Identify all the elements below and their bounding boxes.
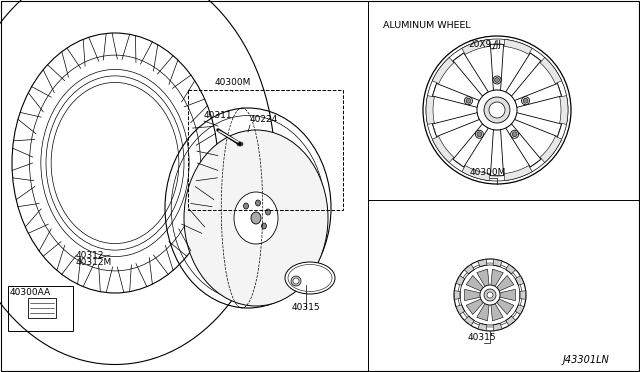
Text: 40315: 40315	[468, 333, 497, 342]
Polygon shape	[456, 305, 465, 314]
Polygon shape	[506, 316, 516, 326]
Ellipse shape	[237, 142, 243, 146]
Polygon shape	[491, 269, 503, 286]
Polygon shape	[462, 166, 490, 180]
Circle shape	[487, 292, 493, 298]
Polygon shape	[465, 264, 474, 274]
Polygon shape	[506, 124, 541, 167]
Circle shape	[454, 259, 526, 331]
Circle shape	[476, 130, 483, 138]
Polygon shape	[477, 304, 489, 321]
Ellipse shape	[243, 203, 248, 209]
Circle shape	[466, 98, 471, 103]
Ellipse shape	[184, 130, 328, 306]
Polygon shape	[540, 58, 562, 84]
Polygon shape	[497, 299, 514, 314]
Ellipse shape	[255, 200, 260, 206]
Polygon shape	[466, 276, 483, 291]
Polygon shape	[433, 83, 479, 108]
Circle shape	[484, 289, 496, 301]
Text: 40311: 40311	[204, 111, 232, 120]
Circle shape	[423, 36, 571, 184]
Circle shape	[512, 132, 517, 137]
Text: 40312M: 40312M	[76, 258, 112, 267]
Circle shape	[480, 285, 500, 305]
Polygon shape	[515, 83, 561, 108]
Ellipse shape	[285, 262, 335, 294]
Polygon shape	[426, 96, 435, 124]
Circle shape	[495, 77, 499, 83]
Text: ALUMINUM WHEEL: ALUMINUM WHEEL	[383, 21, 470, 30]
Polygon shape	[477, 269, 489, 286]
Circle shape	[522, 97, 529, 105]
Polygon shape	[504, 166, 532, 180]
Text: 40224: 40224	[250, 115, 278, 124]
Polygon shape	[520, 291, 525, 299]
Polygon shape	[504, 39, 532, 54]
Polygon shape	[497, 276, 514, 291]
Text: 20X9_JJ: 20X9_JJ	[468, 40, 501, 49]
Polygon shape	[491, 304, 503, 321]
Circle shape	[465, 97, 472, 105]
Polygon shape	[465, 316, 474, 326]
Polygon shape	[515, 305, 524, 314]
Ellipse shape	[262, 223, 266, 229]
Text: 40300M: 40300M	[215, 78, 252, 87]
Polygon shape	[478, 259, 487, 267]
Ellipse shape	[251, 212, 261, 224]
Polygon shape	[490, 44, 504, 90]
Ellipse shape	[234, 192, 278, 244]
Polygon shape	[432, 137, 454, 163]
Polygon shape	[453, 124, 488, 167]
Ellipse shape	[266, 209, 271, 215]
Polygon shape	[500, 289, 515, 301]
Polygon shape	[433, 113, 479, 137]
Polygon shape	[540, 137, 562, 163]
Polygon shape	[515, 276, 524, 285]
Text: 40312: 40312	[76, 251, 104, 260]
Circle shape	[493, 76, 501, 84]
Polygon shape	[493, 259, 502, 267]
Bar	[188, 90, 343, 210]
Polygon shape	[453, 53, 488, 96]
Circle shape	[511, 130, 518, 138]
Polygon shape	[478, 323, 487, 331]
Circle shape	[477, 132, 482, 137]
Circle shape	[293, 278, 299, 284]
Bar	[28, 298, 56, 318]
Polygon shape	[506, 264, 516, 274]
Circle shape	[484, 97, 510, 123]
Text: J43301LN: J43301LN	[563, 355, 610, 365]
Bar	[8, 286, 73, 331]
Circle shape	[477, 90, 517, 130]
Text: 40315: 40315	[292, 303, 321, 312]
Circle shape	[489, 102, 505, 118]
Circle shape	[291, 276, 301, 286]
Polygon shape	[506, 53, 541, 96]
Polygon shape	[454, 291, 460, 299]
Polygon shape	[432, 58, 454, 84]
Polygon shape	[493, 323, 502, 331]
Polygon shape	[490, 130, 504, 176]
Polygon shape	[462, 39, 490, 54]
Polygon shape	[559, 96, 568, 124]
Text: 40300AA: 40300AA	[10, 288, 51, 297]
Circle shape	[523, 98, 528, 103]
Polygon shape	[466, 299, 483, 314]
Text: 40300M: 40300M	[470, 168, 506, 177]
Polygon shape	[456, 276, 465, 285]
Polygon shape	[465, 289, 480, 301]
Polygon shape	[515, 113, 561, 137]
